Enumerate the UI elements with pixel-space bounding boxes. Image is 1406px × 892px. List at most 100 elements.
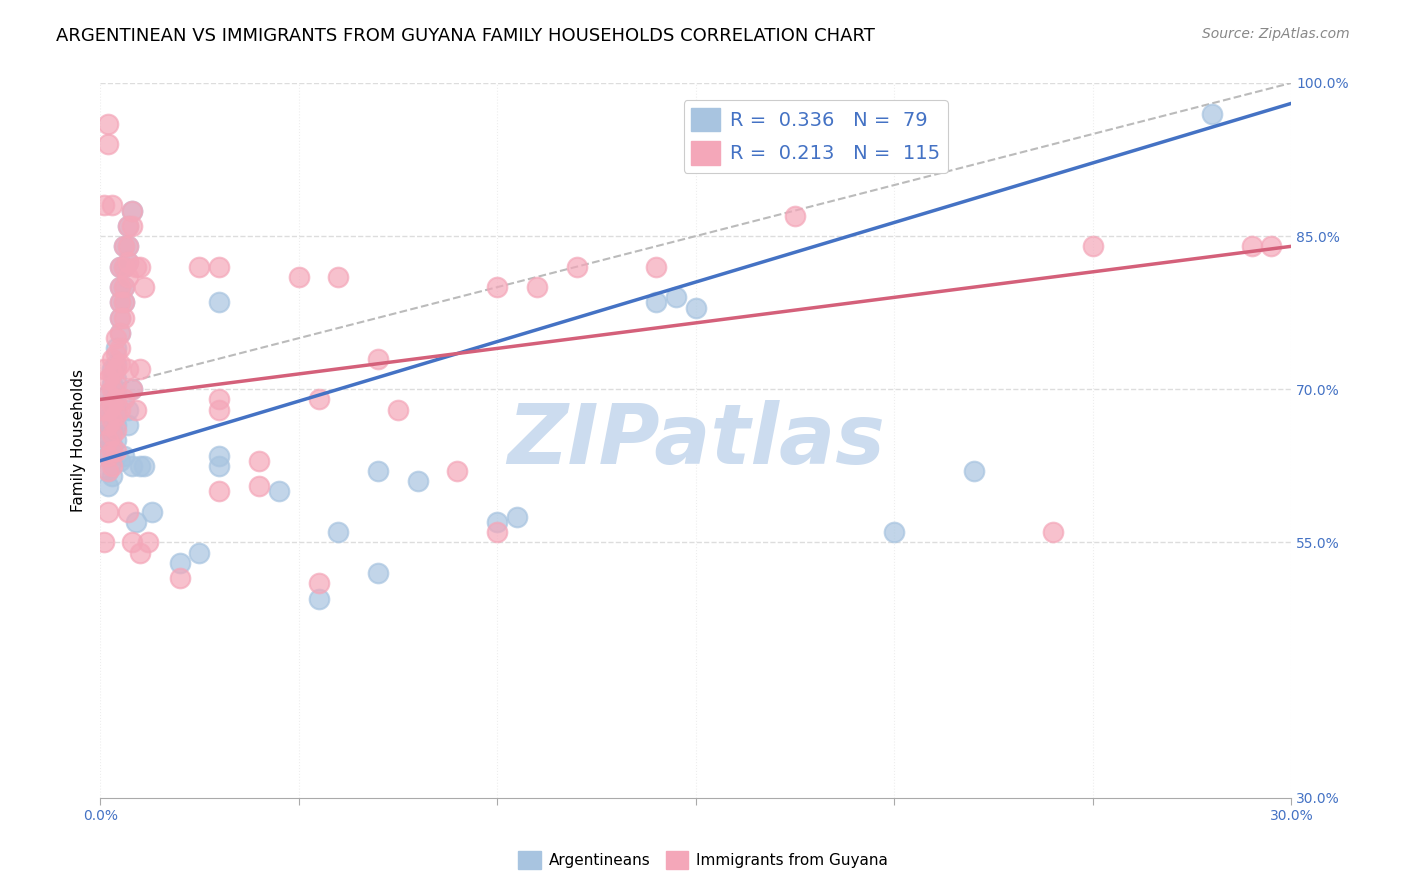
Point <box>101 469 124 483</box>
Point <box>108 326 131 340</box>
Point <box>97 402 120 417</box>
Point <box>121 203 143 218</box>
Point <box>308 576 330 591</box>
Point <box>97 449 120 463</box>
Point <box>112 449 135 463</box>
Point <box>685 301 707 315</box>
Point <box>169 571 191 585</box>
Point <box>112 280 135 294</box>
Point <box>105 377 128 392</box>
Point <box>117 417 139 432</box>
Point <box>112 260 135 274</box>
Point <box>108 260 131 274</box>
Point <box>387 402 409 417</box>
Point <box>105 443 128 458</box>
Point <box>97 464 120 478</box>
Text: ZIPatlas: ZIPatlas <box>506 400 884 481</box>
Point <box>108 402 131 417</box>
Point <box>1201 106 1223 120</box>
Point <box>208 295 231 310</box>
Point <box>1260 239 1282 253</box>
Point <box>208 484 231 499</box>
Point <box>101 413 124 427</box>
Point <box>101 382 124 396</box>
Point <box>101 392 124 407</box>
Point <box>1081 239 1104 253</box>
Point <box>97 372 120 386</box>
Point <box>112 280 135 294</box>
Point <box>367 351 389 366</box>
Point <box>97 387 120 401</box>
Point <box>128 361 150 376</box>
Point <box>125 515 148 529</box>
Point <box>128 458 150 473</box>
Point <box>97 464 120 478</box>
Point <box>406 474 429 488</box>
Point <box>108 342 131 356</box>
Point <box>565 260 588 274</box>
Point <box>93 413 115 427</box>
Point <box>97 417 120 432</box>
Point <box>117 402 139 417</box>
Point <box>883 525 905 540</box>
Point <box>101 377 124 392</box>
Point <box>188 546 211 560</box>
Point <box>105 392 128 407</box>
Point <box>128 260 150 274</box>
Point <box>208 449 231 463</box>
Point <box>97 402 120 417</box>
Point <box>108 310 131 325</box>
Point <box>169 556 191 570</box>
Legend: Argentineans, Immigrants from Guyana: Argentineans, Immigrants from Guyana <box>512 845 894 875</box>
Point <box>112 239 135 253</box>
Point <box>188 260 211 274</box>
Point <box>121 219 143 233</box>
Point <box>97 505 120 519</box>
Point <box>308 591 330 606</box>
Point <box>117 361 139 376</box>
Point <box>97 137 120 152</box>
Point <box>101 361 124 376</box>
Point <box>121 382 143 396</box>
Point <box>1042 525 1064 540</box>
Point <box>526 280 548 294</box>
Point <box>105 434 128 448</box>
Point <box>101 198 124 212</box>
Point <box>112 295 135 310</box>
Text: ARGENTINEAN VS IMMIGRANTS FROM GUYANA FAMILY HOUSEHOLDS CORRELATION CHART: ARGENTINEAN VS IMMIGRANTS FROM GUYANA FA… <box>56 27 875 45</box>
Point <box>108 357 131 371</box>
Point <box>1240 239 1263 253</box>
Point <box>446 464 468 478</box>
Point <box>93 402 115 417</box>
Point <box>108 310 131 325</box>
Point <box>247 454 270 468</box>
Point <box>117 219 139 233</box>
Point <box>121 382 143 396</box>
Point <box>136 535 159 549</box>
Point <box>486 525 509 540</box>
Point <box>97 434 120 448</box>
Point <box>93 535 115 549</box>
Point <box>101 423 124 437</box>
Point <box>105 357 128 371</box>
Point <box>101 351 124 366</box>
Point <box>117 254 139 268</box>
Point <box>112 310 135 325</box>
Point <box>117 239 139 253</box>
Point <box>101 398 124 412</box>
Point <box>97 434 120 448</box>
Point <box>125 402 148 417</box>
Point <box>105 387 128 401</box>
Point <box>308 392 330 407</box>
Point <box>665 290 688 304</box>
Point <box>101 443 124 458</box>
Point <box>101 428 124 442</box>
Point <box>97 117 120 131</box>
Point <box>108 260 131 274</box>
Point <box>117 269 139 284</box>
Point <box>108 326 131 340</box>
Point <box>367 566 389 580</box>
Point <box>132 280 155 294</box>
Legend: R =  0.336   N =  79, R =  0.213   N =  115: R = 0.336 N = 79, R = 0.213 N = 115 <box>683 100 948 172</box>
Point <box>645 295 668 310</box>
